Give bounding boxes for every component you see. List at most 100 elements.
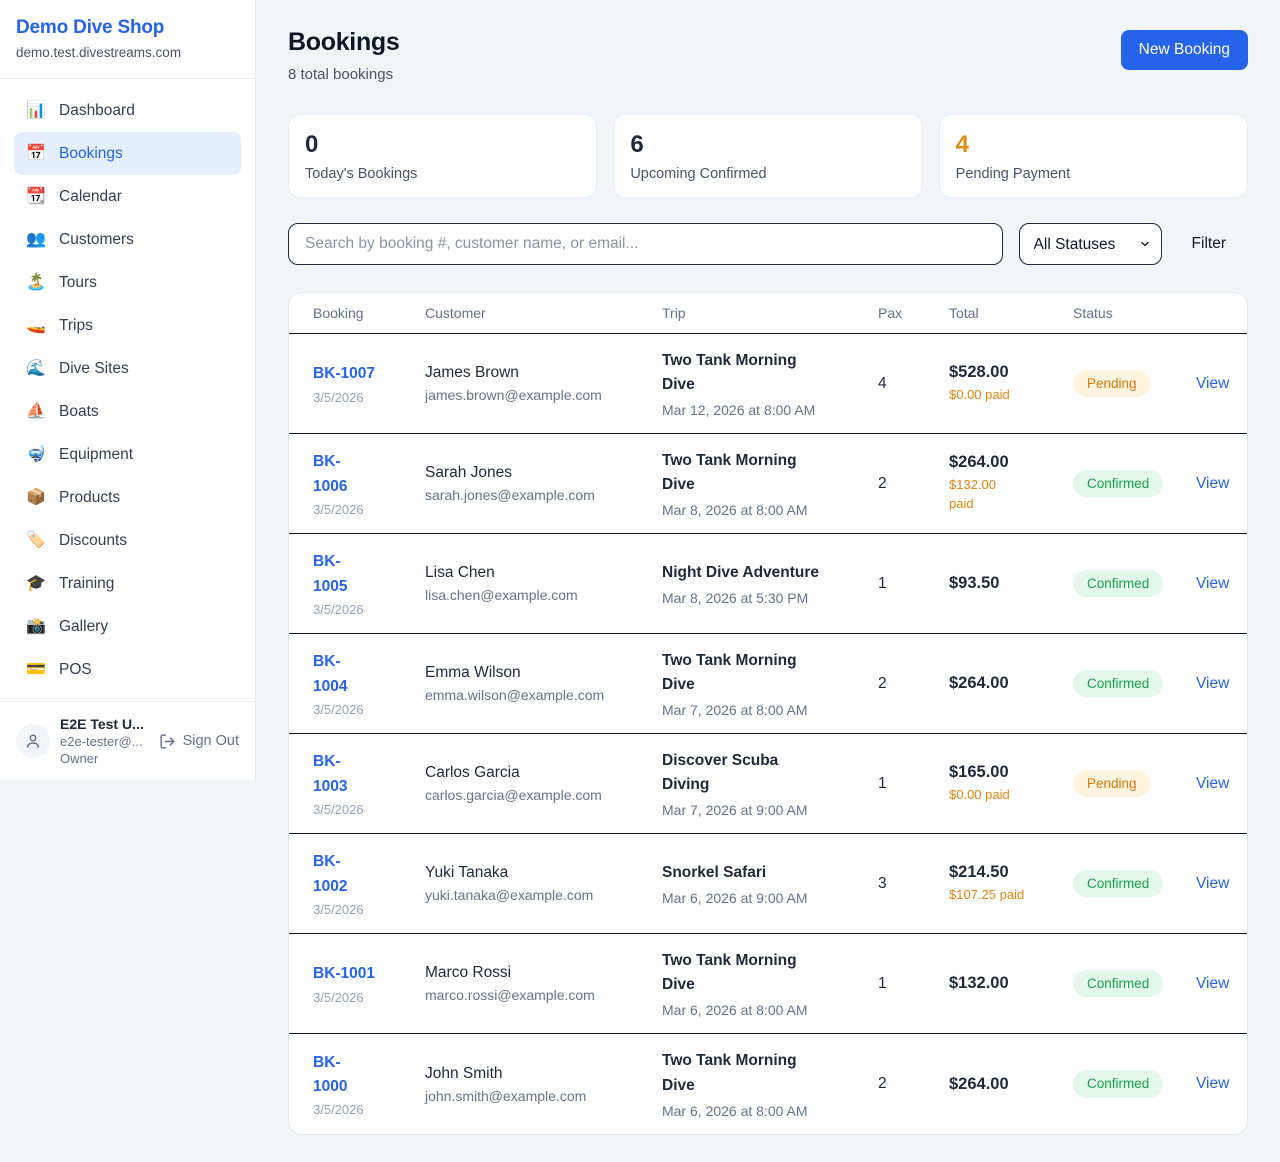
sidebar-header: Demo Dive Shop demo.test.divestreams.com	[0, 0, 255, 79]
bookings-table: Booking Customer Trip Pax Total Status B…	[288, 292, 1248, 1135]
sidebar-item-label: Dashboard	[59, 102, 135, 119]
sidebar-item-gallery[interactable]: 📸 Gallery	[14, 605, 241, 648]
table-row: BK- 1000 3/5/2026 John Smith john.smith@…	[289, 1034, 1247, 1134]
view-link[interactable]: View	[1196, 574, 1230, 592]
trip-name: Two Tank Morning Dive	[662, 651, 797, 693]
view-link[interactable]: View	[1196, 474, 1230, 492]
table-row: BK-1007 3/5/2026 James Brown james.brown…	[289, 334, 1247, 434]
nav-icon: 📅	[26, 145, 46, 162]
view-cell: View	[1196, 575, 1229, 593]
sidebar-item-dashboard[interactable]: 📊 Dashboard	[14, 89, 241, 132]
total-amount: $264.00	[949, 1074, 1009, 1093]
booking-id-link[interactable]: BK-1001	[313, 965, 376, 983]
sidebar-item-products[interactable]: 📦 Products	[14, 476, 241, 519]
trip-name: Night Dive Adventure	[662, 563, 820, 581]
view-link[interactable]: View	[1196, 774, 1230, 792]
page-subtitle: 8 total bookings	[288, 66, 394, 83]
status-select[interactable]: All Statuses	[1018, 223, 1162, 265]
booking-cell: BK- 1006 3/5/2026	[313, 450, 425, 516]
sidebar-item-calendar[interactable]: 📆 Calendar	[14, 175, 241, 218]
nav-icon: 🚤	[26, 317, 46, 334]
total-cell: $264.00	[949, 674, 1073, 693]
trip-name: Two Tank Morning Dive	[662, 451, 797, 493]
customer-name: Marco Rossi	[425, 964, 512, 981]
view-link[interactable]: View	[1196, 1075, 1230, 1092]
shop-domain: demo.test.divestreams.com	[16, 45, 182, 60]
user-meta: E2E Test U... e2e-tester@... Owner	[60, 716, 149, 766]
sidebar: Demo Dive Shop demo.test.divestreams.com…	[0, 0, 256, 780]
status-select-wrap: All Statuses	[1018, 223, 1162, 265]
new-booking-button[interactable]: New Booking	[1120, 30, 1248, 70]
booking-id-link[interactable]: BK- 1005	[313, 553, 348, 595]
total-amount: $93.50	[949, 574, 1000, 592]
shop-name: Demo Dive Shop	[16, 17, 165, 38]
sidebar-item-label: POS	[59, 661, 92, 678]
nav-icon: 🏷️	[26, 532, 46, 549]
status-cell: Pending	[1073, 769, 1196, 798]
view-link[interactable]: View	[1196, 374, 1230, 392]
sidebar-item-equipment[interactable]: 🤿 Equipment	[14, 433, 241, 476]
sidebar-item-pos[interactable]: 💳 POS	[14, 648, 241, 691]
booking-cell: BK-1007 3/5/2026	[313, 362, 425, 404]
view-link[interactable]: View	[1196, 674, 1230, 692]
view-link[interactable]: View	[1196, 974, 1230, 992]
column-header-booking: Booking	[313, 305, 364, 321]
status-cell: Confirmed	[1073, 669, 1196, 698]
booking-id-link[interactable]: BK- 1000	[313, 1053, 348, 1095]
column-header-customer: Customer	[425, 305, 486, 321]
nav-icon: 💳	[26, 661, 46, 678]
table-row: BK- 1002 3/5/2026 Yuki Tanaka yuki.tanak…	[289, 834, 1247, 934]
customer-email: sarah.jones@example.com	[425, 487, 595, 503]
booking-date: 3/5/2026	[313, 1102, 364, 1118]
sidebar-item-label: Tours	[59, 274, 97, 291]
status-badge: Pending	[1073, 769, 1151, 798]
customer-email: john.smith@example.com	[425, 1087, 587, 1104]
search-input[interactable]	[288, 223, 1003, 265]
sidebar-user-section: E2E Test U... e2e-tester@... Owner Sign …	[0, 701, 255, 780]
booking-id-link[interactable]: BK- 1004	[313, 653, 348, 695]
column-header-pax: Pax	[878, 305, 903, 321]
customer-cell: John Smith john.smith@example.com	[425, 1065, 662, 1104]
view-cell: View	[1196, 475, 1229, 493]
booking-id-link[interactable]: BK- 1003	[313, 753, 348, 795]
sidebar-item-training[interactable]: 🎓 Training	[14, 562, 241, 605]
user-name: E2E Test U...	[60, 716, 144, 732]
column-header-total: Total	[949, 305, 979, 321]
filter-button[interactable]: Filter	[1162, 223, 1248, 265]
sign-out-button[interactable]: Sign Out	[159, 733, 239, 750]
sidebar-item-trips[interactable]: 🚤 Trips	[14, 304, 241, 347]
booking-id-link[interactable]: BK-1007	[313, 365, 376, 383]
trip-name: Two Tank Morning Dive	[662, 351, 797, 393]
sidebar-item-discounts[interactable]: 🏷️ Discounts	[14, 519, 241, 562]
main-content: Bookings 8 total bookings New Booking 0 …	[256, 0, 1280, 1135]
trip-cell: Two Tank Morning Dive Mar 7, 2026 at 8:0…	[662, 649, 878, 718]
booking-cell: BK- 1000 3/5/2026	[313, 1051, 425, 1117]
view-link[interactable]: View	[1196, 874, 1230, 892]
sidebar-item-dive-sites[interactable]: 🌊 Dive Sites	[14, 347, 241, 390]
total-cell: $528.00 $0.00 paid	[949, 363, 1073, 405]
sidebar-item-boats[interactable]: ⛵ Boats	[14, 390, 241, 433]
customer-name: John Smith	[425, 1064, 503, 1082]
booking-id-link[interactable]: BK- 1006	[313, 453, 348, 495]
trip-name: Two Tank Morning Dive	[662, 951, 797, 993]
sidebar-item-customers[interactable]: 👥 Customers	[14, 218, 241, 261]
nav-icon: 👥	[26, 231, 46, 248]
booking-id-link[interactable]: BK- 1002	[313, 853, 348, 895]
user-icon	[27, 734, 39, 748]
nav-icon: 🤿	[26, 446, 46, 463]
sidebar-item-bookings[interactable]: 📅 Bookings	[14, 132, 241, 175]
nav-icon: 🏝️	[26, 274, 46, 291]
booking-cell: BK- 1002 3/5/2026	[313, 850, 425, 916]
pax-value: 2	[878, 474, 887, 492]
table-row: BK- 1006 3/5/2026 Sarah Jones sarah.jone…	[289, 434, 1247, 534]
paid-amount: $132.00 paid	[949, 477, 996, 511]
trip-cell: Snorkel Safari Mar 6, 2026 at 9:00 AM	[662, 861, 878, 906]
customer-email: carlos.garcia@example.com	[425, 787, 602, 803]
pax-value: 2	[878, 1075, 887, 1092]
sidebar-item-tours[interactable]: 🏝️ Tours	[14, 261, 241, 304]
table-body: BK-1007 3/5/2026 James Brown james.brown…	[289, 334, 1247, 1134]
user-role: Owner	[60, 751, 99, 766]
status-cell: Confirmed	[1073, 469, 1196, 498]
trip-cell: Two Tank Morning Dive Mar 6, 2026 at 8:0…	[662, 1049, 878, 1118]
view-cell: View	[1196, 375, 1229, 393]
